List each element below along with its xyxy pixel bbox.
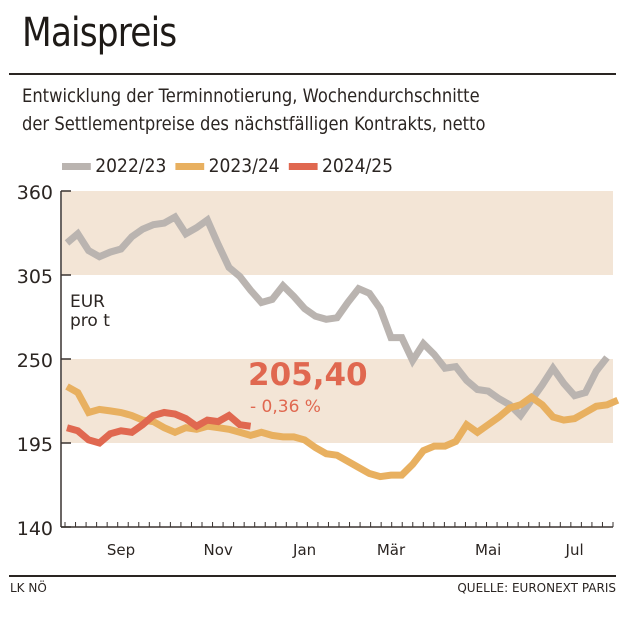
x-tick-label: Nov	[204, 541, 233, 559]
series-line	[65, 383, 620, 481]
chart-subtitle: Entwicklung der Terminnotierung, Wochend…	[22, 82, 485, 138]
legend-label-2022-23: 2022/23	[95, 155, 167, 177]
series-line	[66, 408, 252, 447]
legend-swatch-2024-25	[288, 162, 318, 170]
y-tick-label: 305	[17, 266, 53, 288]
legend-item-2024-25: 2024/25	[288, 155, 394, 177]
annotation-value: 205,40	[248, 357, 368, 393]
x-tick-label: Sep	[107, 541, 135, 559]
annotation-change: - 0,36 %	[250, 397, 321, 417]
y-tick-label: 250	[17, 350, 53, 372]
series-2024-25	[66, 408, 252, 447]
title-rule	[9, 73, 616, 75]
unit-label-line-1: EUR	[70, 292, 105, 312]
range-band	[62, 191, 613, 275]
legend-item-2023-24: 2023/24	[175, 155, 280, 177]
footer-left: LK NÖ	[10, 581, 47, 595]
subtitle-line-1: Entwicklung der Terminnotierung, Wochend…	[22, 85, 480, 107]
x-tick-label: Mai	[475, 541, 501, 559]
subtitle-line-2: der Settlementpreise des nächstfälligen …	[22, 113, 486, 135]
footer-rule	[9, 575, 616, 577]
series-lines	[64, 212, 620, 481]
x-tick-label: Mär	[377, 541, 406, 559]
x-tick-label: Jan	[292, 541, 316, 559]
axes: 360 305 250 195 140 Sep Nov Jan Mär Mai Jul	[17, 182, 614, 559]
x-tick-label: Jul	[565, 541, 584, 559]
y-tick-label: 195	[17, 434, 53, 456]
footer-source: QUELLE: EURONEXT PARIS	[457, 581, 616, 595]
series-2022-23	[64, 212, 610, 421]
legend-label-2024-25: 2024/25	[321, 155, 394, 177]
legend-swatch-2022-23	[62, 162, 91, 170]
legend-swatch-2023-24	[175, 162, 205, 170]
unit-label-line-2: pro t	[70, 311, 110, 331]
y-tick-label: 360	[17, 182, 53, 204]
legend-label-2023-24: 2023/24	[208, 155, 280, 177]
legend-item-2022-23: 2022/23	[62, 155, 166, 177]
series-2023-24	[65, 383, 620, 481]
legend: 2022/23 2023/24 2024/25	[62, 155, 402, 177]
line-chart: 360 305 250 195 140 Sep Nov Jan Mär Mai Jul EUR pr…	[17, 182, 620, 559]
chart-title: Maispreis	[22, 10, 177, 56]
y-tick-label: 140	[17, 518, 53, 540]
